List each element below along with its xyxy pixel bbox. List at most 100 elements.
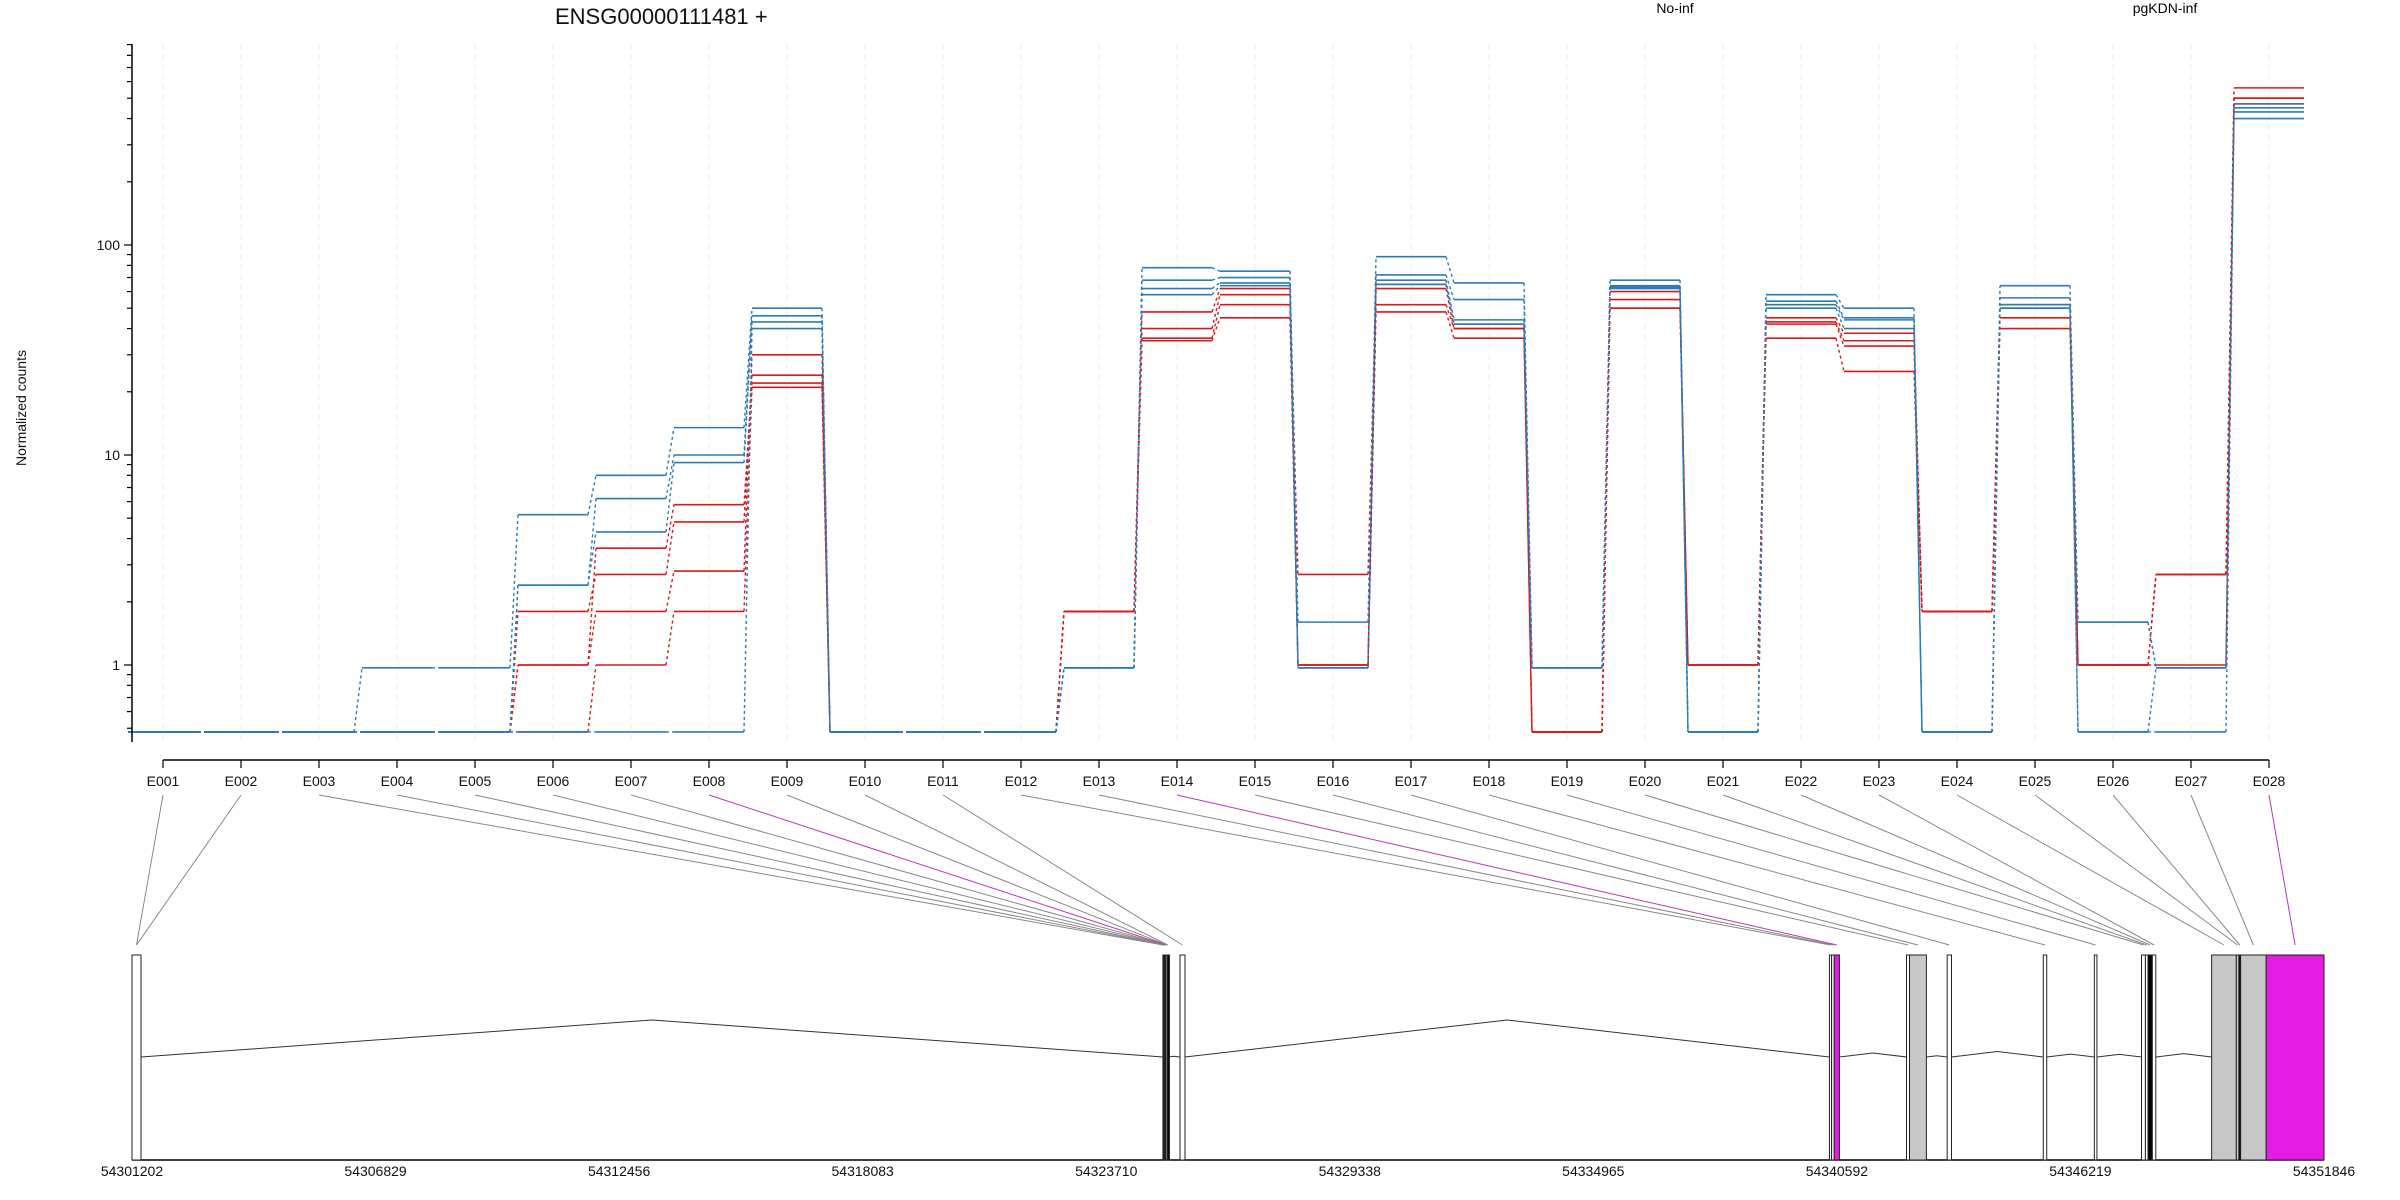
series-pgkdn-inf: [128, 107, 2304, 733]
exon-box-e023: [2151, 954, 2157, 1161]
series-connector: [509, 514, 519, 668]
x-tick-label: E020: [1629, 773, 1662, 789]
exon-box-e024: [2211, 954, 2237, 1161]
x-tick-label: E008: [693, 773, 726, 789]
series-connector: [665, 521, 675, 575]
series-connector: [743, 328, 753, 732]
exon-box-e010: [1166, 954, 1170, 1161]
series-connector: [587, 531, 597, 586]
x-tick-label: E024: [1941, 773, 1974, 789]
series-connector: [2069, 308, 2079, 732]
series-connector: [1289, 285, 1299, 668]
connector-e007: [630, 794, 1166, 946]
series-connector: [2147, 574, 2157, 666]
series-connector: [587, 475, 597, 515]
x-tick-label: E026: [2097, 773, 2130, 789]
legend-label-no-inf: No-inf: [1656, 0, 1693, 16]
series-connector: [1523, 319, 1533, 668]
series-connector: [353, 667, 363, 733]
series-connector: [1055, 667, 1065, 733]
series-connector: [587, 664, 597, 733]
series-connector: [1367, 288, 1377, 666]
series-connector: [1055, 611, 1065, 732]
genomic-coordinate-label: 54312456: [588, 1163, 651, 1179]
intron-line: [1839, 1052, 1907, 1058]
connector-e021: [1722, 794, 2147, 946]
series-connector: [587, 548, 597, 666]
series-pgkdn-inf: [128, 111, 2304, 733]
series-connector: [1211, 317, 1221, 341]
connector-e016: [1332, 794, 1919, 946]
connector-e018: [1488, 794, 2046, 946]
x-tick-label: E005: [459, 773, 492, 789]
series-connector: [1289, 282, 1299, 668]
series-connector: [1835, 294, 1845, 309]
x-tick-label: E028: [2253, 773, 2286, 789]
x-tick-label: E015: [1239, 773, 1272, 789]
connector-e028: [2268, 794, 2296, 946]
intron-line: [2096, 1053, 2142, 1058]
series-connector: [2147, 622, 2157, 668]
series-connector: [1835, 304, 1845, 321]
series-connector: [743, 315, 753, 456]
series-connector: [1523, 328, 1533, 732]
x-tick-label: E011: [927, 773, 959, 789]
y-tick-label: 10: [104, 447, 120, 463]
x-tick-label: E027: [2175, 773, 2208, 789]
connector-e009: [786, 794, 1167, 946]
intron-line: [1168, 1055, 1181, 1058]
series-connector: [1445, 288, 1455, 329]
y-tick-label: 1: [112, 657, 120, 673]
x-tick-label: E019: [1551, 773, 1584, 789]
series-connector: [743, 387, 753, 612]
series-connector: [509, 585, 519, 732]
series-connector: [1211, 282, 1221, 290]
series-connector: [2225, 118, 2235, 732]
series-connector: [1445, 311, 1455, 339]
series-connector: [665, 454, 675, 499]
connector-e027: [2190, 794, 2254, 946]
series-connector: [821, 328, 831, 732]
series-connector: [1211, 267, 1221, 272]
intron-line: [2046, 1053, 2095, 1058]
connector-e014: [1176, 794, 1837, 946]
exon-box-e020: [2141, 954, 2146, 1161]
exon-box-e014: [1833, 954, 1840, 1161]
connector-e011: [942, 794, 1183, 946]
exon-box-e017: [1946, 954, 1953, 1161]
exon-box-e016: [1909, 954, 1927, 1161]
series-connector: [587, 498, 597, 586]
x-tick-label: E007: [615, 773, 648, 789]
series-connector: [1757, 324, 1767, 666]
intron-line: [1951, 1050, 2044, 1058]
axes: 1 10 100 E001 E002 E003 E004 E005 E006 E007 E008 E0…: [97, 44, 2286, 789]
genomic-coordinate-label: 54346219: [2049, 1163, 2112, 1179]
series-connector: [1445, 284, 1455, 325]
connector-e008: [708, 794, 1167, 946]
intron-line: [1184, 1019, 1830, 1058]
series-connector: [1445, 256, 1455, 284]
connector-e025: [2034, 794, 2238, 946]
connector-e015: [1254, 794, 1909, 946]
series-connector: [1835, 323, 1845, 347]
genomic-coordinate-label: 54318083: [832, 1163, 895, 1179]
exon-box-e027: [2240, 954, 2267, 1161]
connector-e023: [1878, 794, 2155, 946]
connector-e005: [474, 794, 1165, 946]
x-tick-label: E012: [1005, 773, 1038, 789]
series-connector: [1601, 308, 1611, 732]
exon-box-e018: [2042, 954, 2048, 1161]
series-no-inf: [128, 87, 2304, 733]
x-tick-label: E021: [1707, 773, 1740, 789]
series-no-inf: [128, 103, 2304, 733]
connector-e012: [1020, 794, 1831, 946]
series-connector: [587, 574, 597, 612]
x-tick-label: E001: [147, 773, 180, 789]
genomic-coordinate-label: 54323710: [1075, 1163, 1138, 1179]
connector-e024: [1956, 794, 2225, 946]
connector-e004: [396, 794, 1164, 946]
y-axis-label: Normalized counts: [13, 350, 29, 466]
series-connector: [509, 664, 519, 733]
exon-box-e022: [2147, 954, 2153, 1161]
x-tick-label: E003: [303, 773, 336, 789]
